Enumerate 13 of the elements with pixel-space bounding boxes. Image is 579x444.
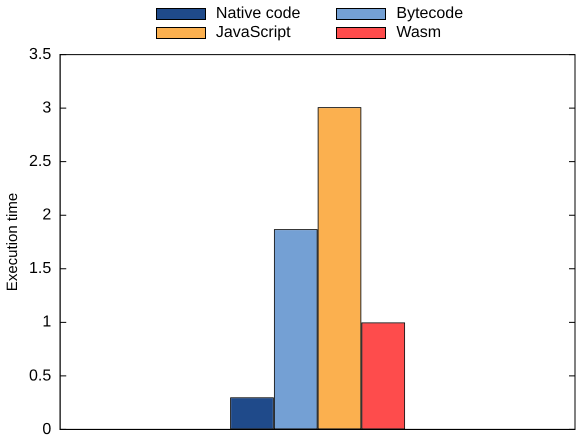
y-tick-label: 0.5 bbox=[28, 367, 52, 384]
y-tick-label: 2.5 bbox=[28, 153, 52, 170]
legend-label: Bytecode bbox=[396, 4, 464, 23]
legend-label: Wasm bbox=[396, 23, 442, 42]
legend-label: Native code bbox=[216, 4, 300, 23]
y-axis-title: Execution time bbox=[4, 192, 22, 292]
y-tick-label: 1.5 bbox=[28, 260, 52, 278]
legend-label: JavaScript bbox=[216, 23, 291, 42]
y-tick-label: 1 bbox=[42, 314, 52, 331]
y-tick-label: 0 bbox=[42, 420, 52, 438]
y-tick-label: 3 bbox=[42, 100, 52, 117]
y-tick-label: 3.5 bbox=[28, 46, 52, 64]
y-tick-label: 2 bbox=[42, 206, 52, 224]
